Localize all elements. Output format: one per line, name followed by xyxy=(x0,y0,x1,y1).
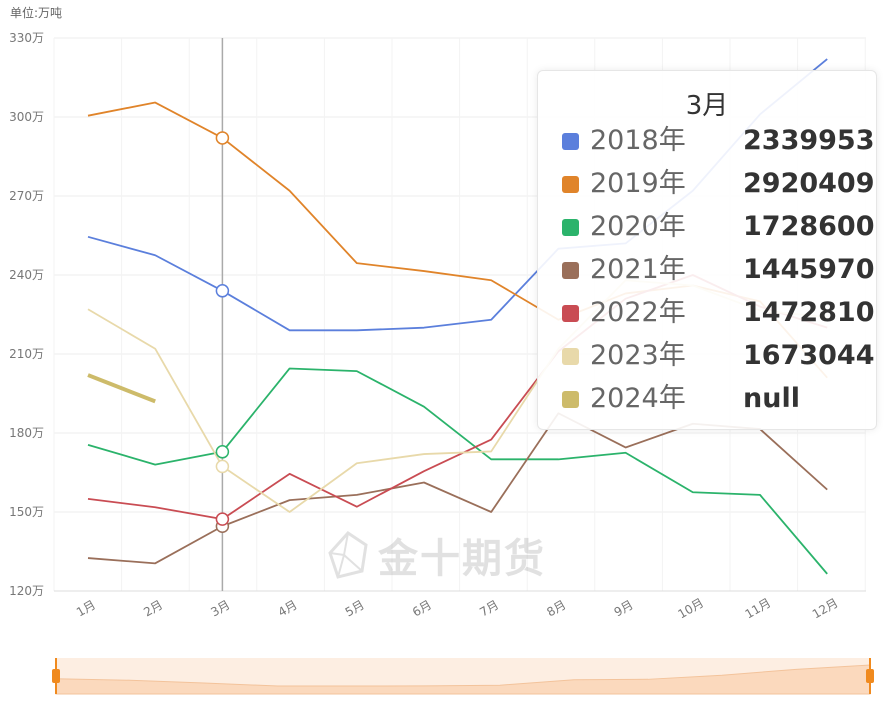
x-tick-label: 12月 xyxy=(810,596,841,622)
hover-markers xyxy=(215,131,230,533)
tooltip-series-name: 2021年 xyxy=(590,254,686,285)
tooltip-rows: 2018年 2339953 2019年 2920409 2020年 1728600 2021… xyxy=(538,121,876,422)
zoom-handle[interactable] xyxy=(52,669,60,683)
x-tick-label: 1月 xyxy=(74,598,98,620)
y-axis-unit-label: 单位:万吨 xyxy=(10,6,63,20)
watermark-logo-icon xyxy=(328,531,368,579)
y-tick-label: 330万 xyxy=(9,31,44,45)
tooltip-series-value: null xyxy=(743,383,800,414)
x-tick-label: 11月 xyxy=(743,596,774,622)
hover-point xyxy=(215,284,230,298)
x-tick-label: 10月 xyxy=(675,596,706,622)
tooltip-series-name: 2018年 xyxy=(590,125,686,156)
series-color-swatch xyxy=(562,133,579,150)
series-line xyxy=(87,373,156,404)
tooltip-series-name: 2022年 xyxy=(590,297,686,328)
x-tick-label: 3月 xyxy=(208,598,232,620)
tooltip-row: 2020年 1728600 xyxy=(538,207,876,250)
x-tick-label: 9月 xyxy=(612,598,636,620)
tooltip: 3月 2018年 2339953 2019年 2920409 2020年 1728600 2… xyxy=(537,70,877,430)
tooltip-row: 2018年 2339953 xyxy=(538,121,876,164)
zoom-handle[interactable] xyxy=(866,669,874,683)
hover-point xyxy=(215,459,230,474)
tooltip-row: 2023年 1673044 xyxy=(538,336,876,379)
y-tick-label: 180万 xyxy=(9,426,44,440)
tooltip-series-value: 2920409 xyxy=(743,168,875,199)
tooltip-title: 3月 xyxy=(685,91,729,121)
tooltip-series-name: 2023年 xyxy=(590,340,686,371)
y-tick-label: 120万 xyxy=(9,584,44,598)
series-color-swatch xyxy=(562,262,579,279)
hover-point xyxy=(215,131,230,145)
y-tick-label: 210万 xyxy=(9,347,44,361)
x-tick-label: 5月 xyxy=(343,598,367,620)
x-tick-label: 4月 xyxy=(276,598,300,620)
x-axis-ticks: 1月 2月 3月 4月 5月 6月 7月 8月 9月 10月 11月 12月 xyxy=(74,596,841,622)
y-tick-label: 300万 xyxy=(9,110,44,124)
tooltip-series-value: 1728600 xyxy=(743,211,875,242)
tooltip-series-value: 2339953 xyxy=(743,125,875,156)
tooltip-series-name: 2020年 xyxy=(590,211,686,242)
x-tick-label: 8月 xyxy=(544,598,568,620)
x-tick-label: 6月 xyxy=(410,598,434,620)
y-tick-label: 270万 xyxy=(9,189,44,203)
tooltip-series-name: 2024年 xyxy=(590,383,686,414)
series-color-swatch xyxy=(562,305,579,322)
y-tick-label: 240万 xyxy=(9,268,44,282)
tooltip-series-name: 2019年 xyxy=(590,168,686,199)
hover-point xyxy=(215,512,230,526)
x-tick-label: 7月 xyxy=(477,598,501,620)
series-color-swatch xyxy=(562,348,579,365)
tooltip-series-value: 1472810 xyxy=(743,297,875,328)
series-color-swatch xyxy=(562,219,579,236)
watermark-text: 金十期货 xyxy=(378,536,546,582)
tooltip-row: 2024年 null xyxy=(538,379,876,422)
hover-point xyxy=(215,445,230,459)
tooltip-row: 2022年 1472810 xyxy=(538,293,876,336)
series-color-swatch xyxy=(562,176,579,193)
tooltip-row: 2019年 2920409 xyxy=(538,164,876,207)
tooltip-series-value: 1673044 xyxy=(743,340,875,371)
series-line xyxy=(87,367,828,575)
y-axis-ticks: 120万 150万 180万 210万 240万 270万 300万 330万 xyxy=(9,31,44,598)
y-tick-label: 150万 xyxy=(9,505,44,519)
tooltip-row: 2021年 1445970 xyxy=(538,250,876,293)
series-color-swatch xyxy=(562,391,579,408)
tooltip-series-value: 1445970 xyxy=(743,254,875,285)
x-tick-label: 2月 xyxy=(141,598,165,620)
zoom-preview-shape xyxy=(55,664,871,695)
data-zoom-preview[interactable] xyxy=(52,658,874,695)
watermark: 金十期货 xyxy=(328,528,546,582)
